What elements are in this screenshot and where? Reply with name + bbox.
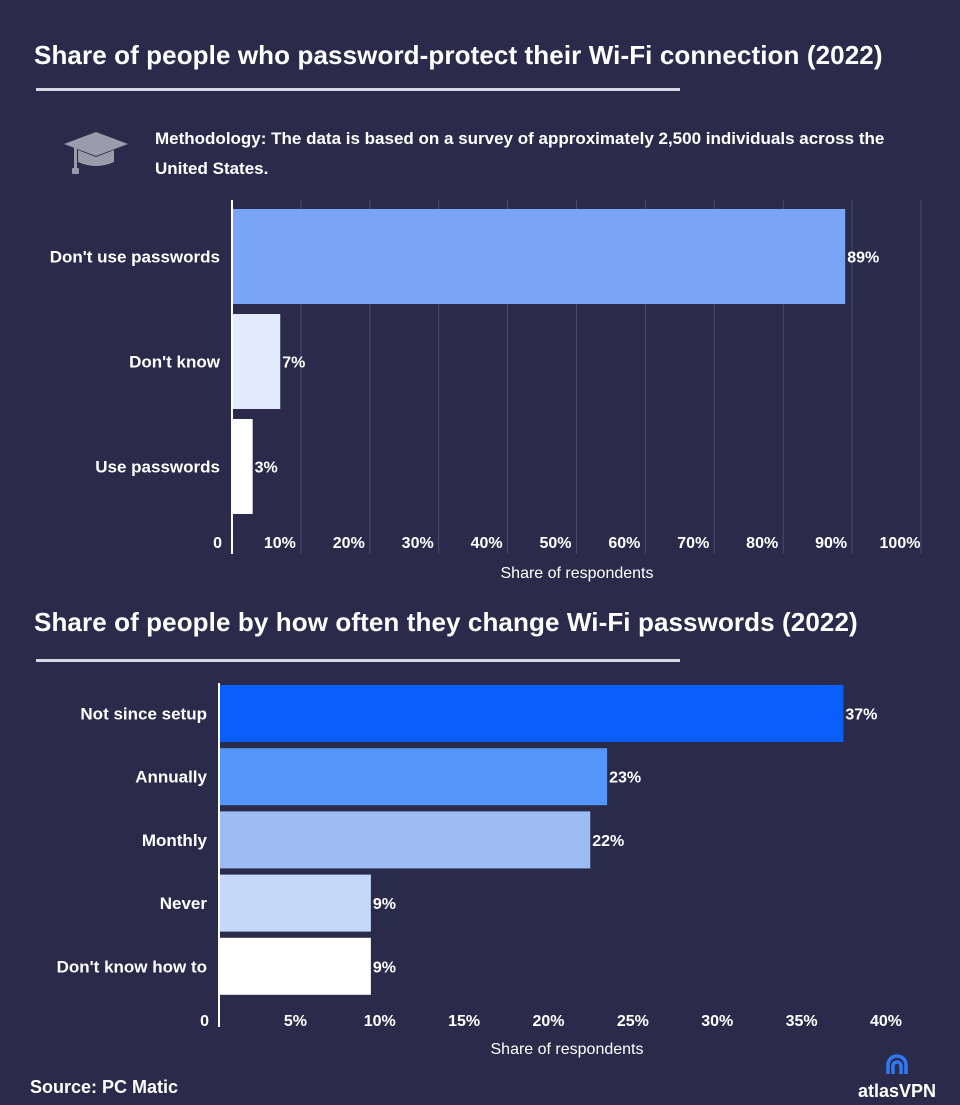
data-label: 37% <box>845 707 877 724</box>
category-label: Monthly <box>142 831 208 850</box>
tick-label: 20% <box>532 1013 564 1030</box>
tick-label: 25% <box>617 1013 649 1030</box>
bar <box>219 811 591 869</box>
graduation-cap-icon <box>62 130 130 183</box>
brand-logo: atlasVPN <box>855 1050 939 1102</box>
bar <box>219 937 371 995</box>
tick-label: 0 <box>213 535 222 552</box>
tick-label: 20% <box>333 535 365 552</box>
tick-label: 10% <box>364 1013 396 1030</box>
atlasvpn-logo-icon <box>886 1054 908 1074</box>
tick-label: 80% <box>746 535 778 552</box>
data-label: 89% <box>847 250 879 267</box>
chart2-title: Share of people by how often they change… <box>34 607 858 637</box>
methodology-note: Methodology: The data is based on a surv… <box>155 129 885 178</box>
bar <box>232 419 253 514</box>
data-label: 3% <box>255 460 278 477</box>
data-label: 9% <box>373 959 396 976</box>
data-label: 9% <box>373 896 396 913</box>
tick-label: 40% <box>870 1013 902 1030</box>
tick-label: 35% <box>786 1013 818 1030</box>
bar <box>219 874 371 932</box>
tick-label: 100% <box>880 535 921 552</box>
category-label: Don't use passwords <box>50 248 220 267</box>
tick-label: 0 <box>200 1013 209 1030</box>
chart1-plot: Don't use passwords 89% Don't know 7% Use pa… <box>50 200 922 582</box>
data-label: 23% <box>609 770 641 787</box>
x-axis-label: Share of respondents <box>501 565 654 582</box>
data-label: 22% <box>592 833 624 850</box>
tick-label: 30% <box>402 535 434 552</box>
bar <box>232 209 846 304</box>
tick-label: 90% <box>815 535 847 552</box>
brand-name: atlasVPN <box>857 1081 937 1101</box>
category-label: Don't know <box>129 353 221 372</box>
chart1-title: Share of people who password-protect the… <box>34 40 883 70</box>
tick-label: 50% <box>539 535 571 552</box>
tick-label: 10% <box>264 535 296 552</box>
chart1-title-rule <box>36 88 680 91</box>
chart2-plot: Not since setup 37% Annually 23% Monthly 22% N… <box>57 683 902 1058</box>
category-label: Use passwords <box>95 458 220 477</box>
tick-label: 30% <box>701 1013 733 1030</box>
x-axis-label: Share of respondents <box>491 1041 644 1058</box>
tick-label: 5% <box>284 1013 307 1030</box>
category-label: Not since setup <box>80 705 207 724</box>
source-note: Source: PC Matic <box>30 1077 179 1097</box>
tick-label: 15% <box>448 1013 480 1030</box>
tick-label: 70% <box>677 535 709 552</box>
category-label: Never <box>160 894 208 913</box>
bar <box>219 685 844 742</box>
chart2-title-rule <box>36 659 680 662</box>
tick-label: 60% <box>608 535 640 552</box>
data-label: 7% <box>282 355 305 372</box>
category-label: Don't know how to <box>57 957 207 976</box>
tick-label: 40% <box>471 535 503 552</box>
bar <box>219 748 608 806</box>
category-label: Annually <box>135 768 207 787</box>
bar <box>232 314 281 409</box>
